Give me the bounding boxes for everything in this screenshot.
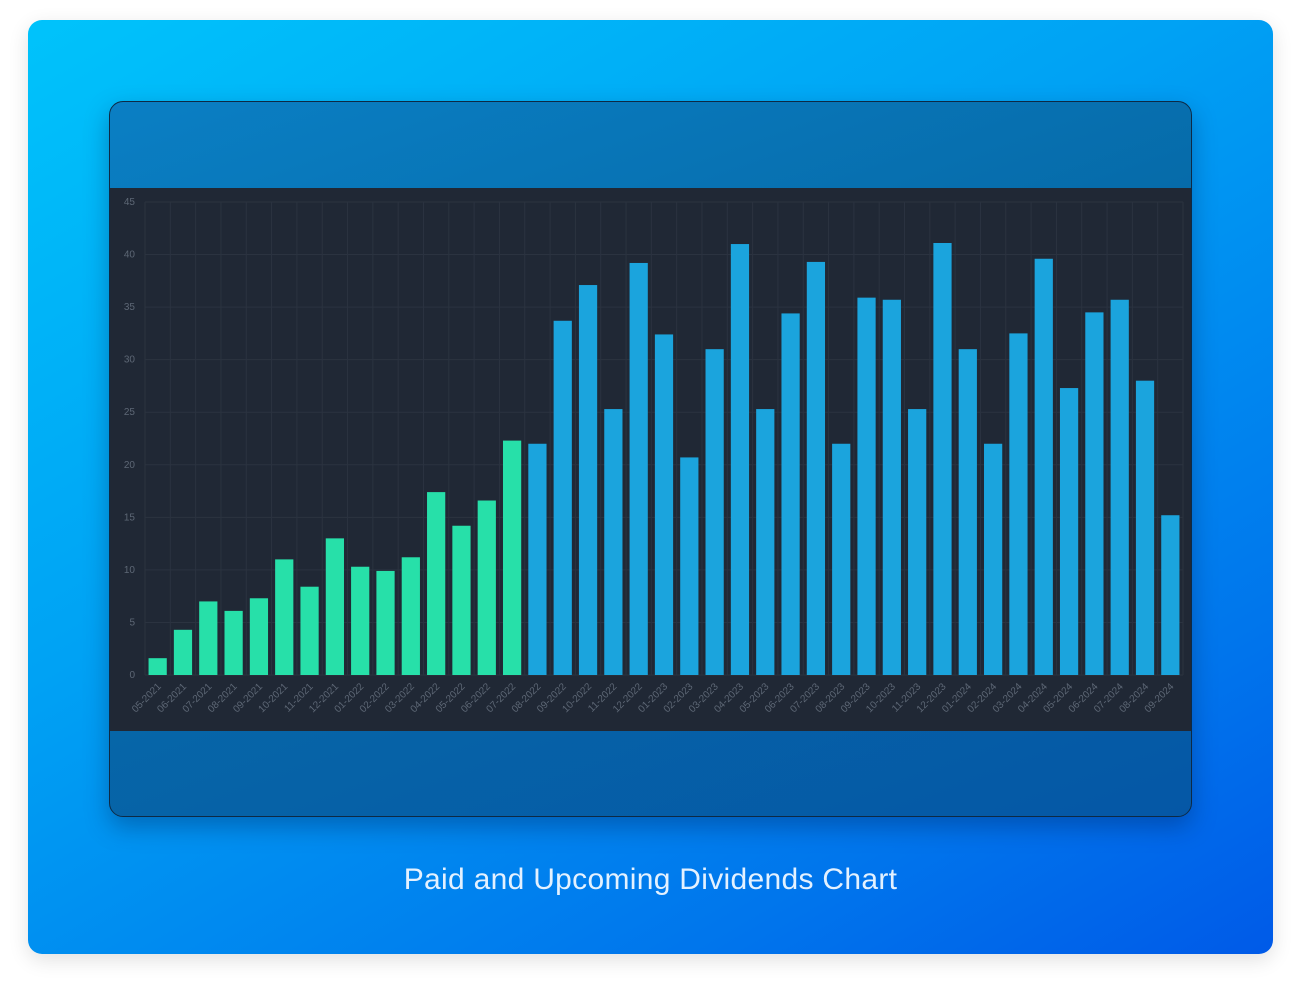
bar-01-2024: [958, 349, 977, 675]
bar-08-2022: [528, 443, 547, 675]
bar-10-2022: [578, 285, 598, 675]
dividends-bar-chart: 05101520253035404505-202106-202107-20210…: [124, 197, 1184, 715]
chart-frame: 0 5 10 15 20 25 30 35 40 45 05-2021 06-2021 07-2021 0…: [109, 101, 1192, 817]
dividends-card: 0 5 10 15 20 25 30 35 40 45 05-2021 06-2021 07-2021 0…: [28, 20, 1273, 954]
y-tick-label: 35: [124, 302, 136, 313]
y-tick-label: 10: [124, 565, 136, 576]
bar-12-2021: [325, 538, 344, 675]
bar-05-2021: [148, 658, 167, 675]
bar-06-2024: [1085, 312, 1104, 675]
bar-11-2022: [604, 409, 623, 675]
y-tick-label: 5: [129, 617, 135, 628]
bar-03-2022: [401, 557, 420, 675]
chart-plot-area: 0 5 10 15 20 25 30 35 40 45 05-2021 06-2021 07-2021 0…: [110, 188, 1191, 731]
y-tick-label: 15: [124, 512, 136, 523]
bar-02-2022: [376, 570, 395, 675]
bar-05-2023: [756, 409, 775, 675]
bar-01-2022: [351, 566, 370, 675]
bar-11-2023: [908, 409, 927, 675]
bar-06-2021: [173, 629, 193, 675]
y-tick-label: 25: [124, 407, 136, 418]
bar-04-2023: [730, 244, 750, 676]
bar-07-2021: [199, 601, 218, 675]
bar-09-2021: [249, 598, 269, 675]
bar-03-2024: [1009, 333, 1028, 675]
bar-07-2023: [806, 261, 826, 675]
bar-12-2023: [933, 242, 952, 675]
bar-04-2022: [427, 492, 446, 675]
bar-06-2022: [477, 500, 496, 675]
chart-caption: Paid and Upcoming Dividends Chart: [403, 863, 898, 896]
bar-07-2022: [502, 440, 522, 675]
y-tick-label: 20: [124, 460, 136, 471]
bar-08-2021: [224, 610, 243, 675]
bar-05-2024: [1059, 388, 1079, 675]
bar-09-2022: [553, 320, 572, 675]
bar-08-2023: [832, 443, 851, 675]
bar-07-2024: [1110, 299, 1129, 675]
bar-02-2024: [984, 443, 1003, 675]
y-tick-label: 30: [124, 355, 136, 366]
bar-05-2022: [452, 525, 471, 675]
bar-12-2022: [629, 262, 648, 675]
y-tick-label: 0: [129, 670, 135, 681]
bar-04-2024: [1034, 258, 1053, 675]
bar-09-2024: [1161, 515, 1180, 675]
bar-08-2024: [1135, 380, 1155, 675]
bar-03-2023: [705, 349, 724, 675]
y-tick-label: 45: [124, 197, 136, 208]
bar-02-2023: [680, 457, 699, 675]
y-tick-label: 40: [124, 250, 136, 261]
bar-10-2021: [275, 559, 294, 675]
bar-10-2023: [882, 299, 901, 675]
bar-01-2023: [654, 334, 674, 675]
bar-06-2023: [781, 313, 800, 675]
bar-11-2021: [300, 586, 319, 675]
bar-09-2023: [857, 297, 876, 675]
